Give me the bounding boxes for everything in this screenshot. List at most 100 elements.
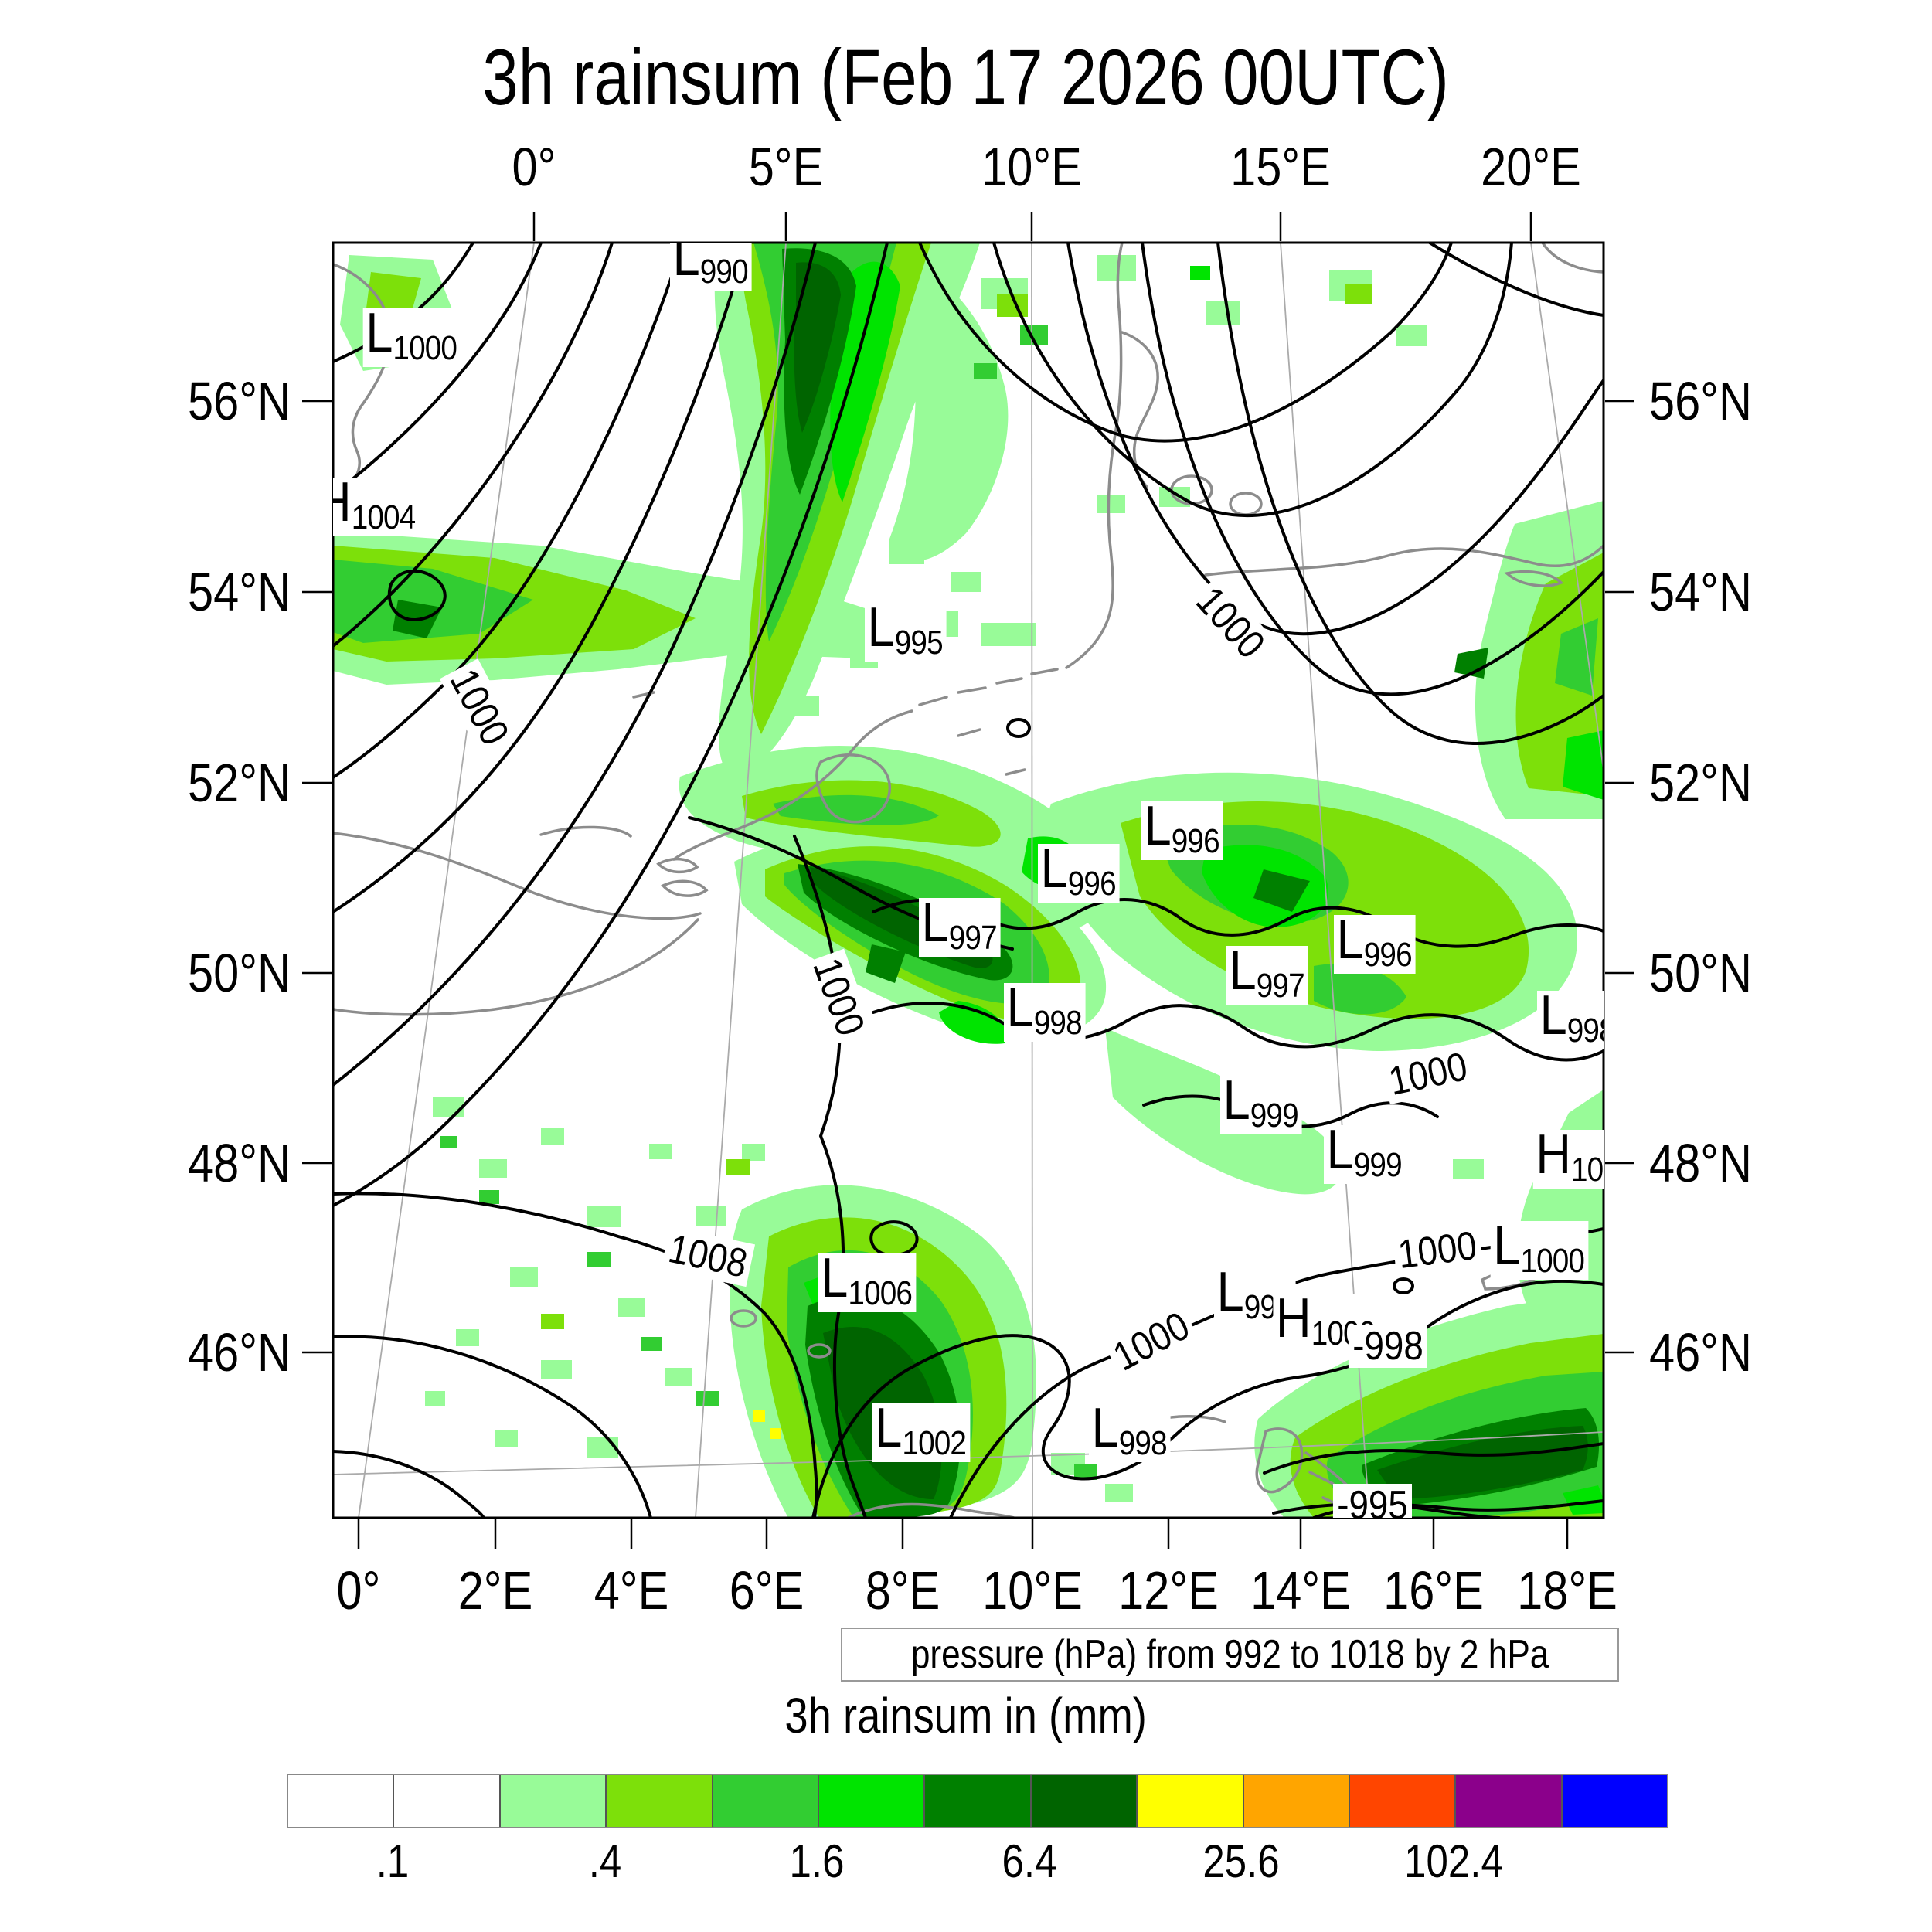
rain-polygon [587, 1437, 618, 1458]
rain-polygon [939, 1001, 1006, 1044]
bottom-axis-label: 8°E [865, 1560, 940, 1621]
rain-polygon [433, 1097, 464, 1117]
pressure-letter: L [1223, 1070, 1250, 1131]
coastline-path [847, 1502, 1015, 1518]
rain-polygon [1396, 325, 1427, 346]
right-axis-label: 54°N [1649, 562, 1752, 622]
bottom-axis-label: 14°E [1250, 1560, 1351, 1621]
bottom-axis-label: 10°E [982, 1560, 1083, 1621]
rain-polygon [1097, 495, 1125, 513]
pressure-center-label-L997: L 997 [918, 895, 1002, 957]
isobar-path [333, 243, 817, 1087]
contour-value-label: 1000 [1185, 576, 1276, 670]
rain-polygon [781, 696, 819, 716]
coastline-path [333, 918, 699, 1016]
top-axis-label: 20°E [1481, 137, 1581, 197]
page-title: 3h rainsum (Feb 17 2026 00UTC) [0, 31, 1932, 124]
pressure-letter: L [875, 1397, 903, 1459]
rain-polygon [541, 1314, 564, 1329]
pressure-value: 999 [1250, 1097, 1299, 1134]
pressure-center-label-H1000: H 1000 [1273, 1291, 1379, 1352]
colorbar-tick-label: 25.6 [1202, 1835, 1280, 1887]
isobar-path [1263, 1442, 1604, 1475]
rain-polygon [333, 560, 533, 643]
rain-polygon [541, 1128, 564, 1145]
pressure-value: 996 [1067, 865, 1117, 903]
colorbar-cell-8 [1138, 1775, 1244, 1827]
bottom-axis-label: 6°E [729, 1560, 804, 1621]
pressure-caption: pressure (hPa) from 992 to 1018 by 2 hPa [840, 1628, 1619, 1682]
contour-value-label: 1000 [1381, 1043, 1475, 1105]
coastline-path [1229, 492, 1263, 516]
colorbar-cell-6 [925, 1775, 1032, 1827]
rain-polygon [456, 1329, 479, 1346]
coastline-path [1121, 331, 1159, 488]
pressure-letter: L [672, 243, 700, 287]
pressure-value: 990 [699, 253, 749, 291]
contour-value-label: 1000 [803, 948, 874, 1046]
rain-polygon [742, 1144, 765, 1161]
colorbar-cell-5 [818, 1775, 926, 1827]
contour-value-label: -995 [1332, 1484, 1413, 1518]
pressure-center-label-L996: L 996 [1037, 838, 1121, 903]
rain-polygon [943, 433, 974, 453]
pressure-value: 1000 [1520, 1242, 1585, 1280]
colorbar-tick-label: 6.4 [1002, 1835, 1057, 1887]
rain-polygon [541, 1360, 572, 1379]
rain-polygon [587, 1252, 611, 1267]
pressure-center-label-L996: L 996 [1333, 912, 1417, 974]
coastline-path [1170, 474, 1213, 505]
coastline-path [1204, 544, 1604, 577]
map-overlay: L990L1000H1004L995L996L996L997L997L996L9… [333, 243, 1604, 1518]
bottom-axis-label: 12°E [1118, 1560, 1219, 1621]
pressure-value: 997 [1256, 967, 1305, 1005]
rain-polygon [1453, 1159, 1484, 1179]
isobar-path [333, 243, 889, 1207]
rain-polygon [495, 1430, 518, 1447]
isobar-path [1393, 1277, 1415, 1294]
bottom-axis-label: 0° [336, 1560, 381, 1621]
isobar-path [1272, 1499, 1604, 1515]
colorbar-cell-1 [394, 1775, 501, 1827]
rain-polygon [618, 1298, 645, 1317]
pressure-letter: L [867, 597, 895, 658]
graticule-line [1530, 243, 1604, 771]
rain-polygon [770, 1428, 781, 1439]
left-axis-label: 54°N [188, 562, 291, 622]
rain-polygon [1563, 1485, 1604, 1515]
pressure-center-label-L996: L 996 [1141, 795, 1224, 860]
rain-polygon [889, 255, 1009, 561]
coastline-path [672, 709, 913, 861]
bottom-axis-label: 18°E [1517, 1560, 1617, 1621]
pressure-center-label-H1004: H1004 [333, 474, 420, 536]
rain-polygon [1074, 1464, 1097, 1480]
pressure-value: 996 [1171, 822, 1220, 860]
rain-polygon [1563, 730, 1604, 800]
pressure-letter: L [1091, 1397, 1119, 1459]
rain-polygon [1105, 1484, 1133, 1502]
pressure-center-label-L1000: L 1000 [1490, 1218, 1589, 1280]
rain-polygon [696, 1206, 726, 1226]
coastline-path [807, 1343, 832, 1359]
pressure-value: 998 [1118, 1424, 1168, 1462]
rain-polygon [951, 572, 981, 592]
pressure-value: 1000 [393, 329, 457, 367]
pressure-center-label-L990: L 990 [669, 243, 753, 291]
pressure-letter: L [1144, 795, 1172, 857]
colorbar-tick-label: .1 [376, 1835, 410, 1887]
pressure-letter: L [1229, 940, 1257, 1002]
isobar-path [387, 570, 447, 622]
pressure-letter: L [821, 1247, 849, 1309]
isobar-path [333, 1450, 485, 1518]
pressure-letter: L [1040, 838, 1068, 900]
rain-polygon [981, 623, 1036, 646]
bottom-axis-label: 4°E [594, 1560, 669, 1621]
pressure-value: 100 [1571, 1151, 1604, 1189]
colorbar-cell-2 [500, 1775, 607, 1827]
rain-polygon [866, 944, 906, 983]
pressure-value: 999 [1353, 1146, 1403, 1184]
pressure-value: 998 [1033, 1004, 1083, 1042]
page-title-text: 3h rainsum (Feb 17 2026 00UTC) [482, 33, 1450, 121]
